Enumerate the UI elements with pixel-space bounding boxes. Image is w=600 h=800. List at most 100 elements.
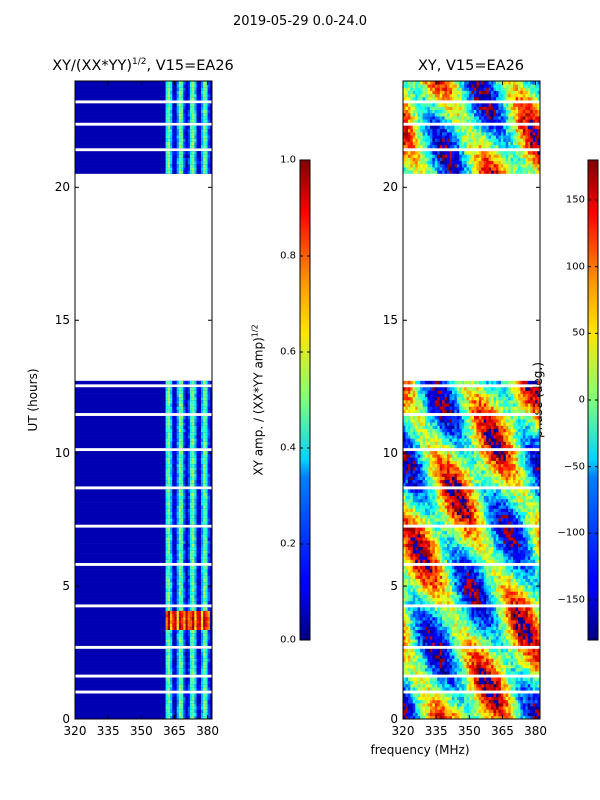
heat-cell (187, 454, 191, 458)
heat-row-bg (75, 715, 212, 720)
heat-cell (189, 96, 193, 101)
heat-cell (530, 709, 533, 713)
heat-cell (517, 623, 521, 627)
heat-cell (412, 661, 416, 666)
heat-cell (407, 588, 411, 592)
heat-cell (200, 623, 204, 627)
heat-cell (183, 106, 186, 111)
heat-cell (432, 683, 436, 688)
heat-cell (437, 565, 440, 570)
heat-cell (444, 616, 448, 621)
heat-cell (165, 549, 169, 554)
heat-row-bg (75, 559, 212, 563)
heat-cell (174, 409, 177, 414)
heat-cell (203, 620, 206, 624)
heat-cell (198, 623, 202, 627)
heat-cell (491, 597, 494, 602)
heat-cell (167, 125, 171, 130)
heat-cell (165, 390, 169, 394)
heat-cell (167, 138, 171, 142)
heat-cell (176, 444, 180, 449)
heat-cell (172, 549, 175, 554)
heat-cell (471, 648, 475, 653)
heat-cell (176, 406, 180, 410)
heat-cell (437, 715, 440, 720)
heat-cell (432, 594, 436, 599)
heat-cell (181, 406, 184, 410)
heat-cell (205, 696, 208, 701)
heat-cell (185, 492, 188, 496)
heat-cell (189, 138, 193, 142)
heat-cell (437, 667, 440, 672)
heat-cell (187, 588, 191, 592)
heat-cell (205, 508, 208, 512)
heat-cell (198, 696, 202, 701)
heat-cell (537, 709, 541, 713)
heat-cell (478, 687, 482, 691)
heat-cell (170, 687, 173, 691)
heat-cell (520, 636, 524, 640)
heat-cell (181, 125, 184, 130)
heat-cell (176, 138, 180, 142)
heat-cell (207, 84, 211, 88)
heat-cell (196, 489, 200, 493)
heat-cell (165, 546, 169, 551)
heat-cell (527, 591, 531, 595)
heat-cell (427, 623, 431, 627)
heat-cell (532, 578, 536, 583)
heat-cell (183, 473, 186, 477)
heat-cell (200, 406, 204, 410)
heat-cell (469, 664, 472, 669)
heat-cell (454, 626, 458, 630)
heat-cell (449, 639, 453, 643)
heat-cell (437, 639, 440, 643)
heat-cell (198, 419, 202, 423)
heat-cell (442, 655, 445, 659)
heat-cell (508, 597, 511, 602)
heat-cell (461, 680, 465, 685)
heat-cell (176, 457, 180, 461)
heat-cell (420, 591, 423, 595)
heat-cell (189, 575, 193, 579)
heat-cell (486, 696, 489, 701)
heat-cell (205, 431, 208, 436)
heat-cell (187, 422, 191, 426)
heat-cell (174, 84, 177, 88)
heat-cell (200, 706, 204, 710)
heat-cell (185, 518, 188, 522)
heat-cell (530, 715, 533, 720)
heat-cell (203, 438, 206, 442)
heat-cell (170, 125, 173, 130)
heat-cell (165, 709, 169, 713)
heat-cell (185, 546, 188, 551)
heat-cell (172, 454, 175, 458)
heat-cell (198, 495, 202, 500)
heat-cell (451, 661, 455, 666)
heat-cell (412, 626, 416, 630)
heat-cell (167, 489, 171, 493)
heat-cell (451, 600, 455, 605)
heat-cell (469, 597, 472, 602)
heat-cell (454, 591, 458, 595)
heat-cell (420, 572, 423, 576)
heat-cell (420, 683, 423, 688)
heat-cell (192, 527, 195, 532)
heat-cell (486, 671, 489, 675)
heat-cell (174, 569, 177, 573)
heat-cell (205, 119, 208, 123)
heat-cell (483, 600, 487, 605)
heat-cell (174, 530, 177, 535)
heat-cell (183, 393, 186, 398)
heat-cell (178, 167, 182, 171)
heat-cell (405, 687, 409, 691)
heat-cell (207, 556, 211, 560)
heat-cell (451, 639, 455, 643)
heat-cell (200, 693, 204, 697)
heat-cell (198, 508, 202, 512)
heat-cell (185, 112, 188, 117)
heat-cell (483, 706, 487, 710)
heat-cell (525, 683, 529, 688)
heat-cell (176, 533, 180, 538)
heat-cell (167, 648, 171, 653)
heat-cell (192, 626, 195, 630)
